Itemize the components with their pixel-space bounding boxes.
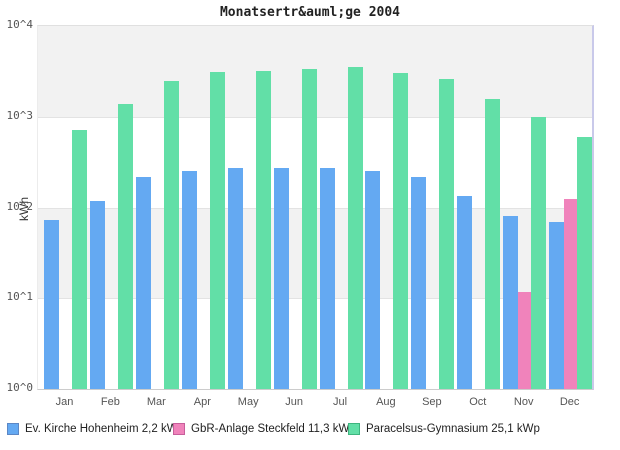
- y-tick-10^1: 10^1: [6, 290, 34, 304]
- bar-sep-series-2: [439, 78, 455, 389]
- bar-oct-series-0: [457, 196, 473, 389]
- x-tick-oct: Oct: [469, 396, 487, 408]
- legend-swatch-pink-icon: [173, 423, 185, 435]
- bar-dec-series-0: [549, 222, 565, 389]
- bar-nov-series-1: [518, 292, 532, 389]
- bar-aug-series-0: [365, 171, 381, 389]
- x-tick-sep: Sep: [422, 396, 442, 408]
- y-axis-ticks: 10^4 10^3 10^2 10^1 10^0: [0, 18, 34, 394]
- legend-label: GbR-Anlage Steckfeld 11,3 kWp: [191, 423, 356, 435]
- bar-apr-series-0: [181, 171, 197, 389]
- plot-area: [37, 25, 594, 390]
- y-tick-10^3: 10^3: [6, 108, 34, 122]
- bar-may-series-2: [255, 71, 271, 389]
- bar-jun-series-0: [273, 168, 289, 389]
- x-axis-ticks: Jan Feb Mar Apr May Jun Jul Aug Sep Oct Nov Dec: [37, 396, 591, 412]
- chart-title: Monatsertr&auml;ge 2004: [219, 5, 400, 20]
- bar-jan-series-2: [72, 129, 87, 389]
- legend-swatch-green-icon: [348, 423, 360, 435]
- x-tick-apr: Apr: [193, 396, 211, 408]
- bar-oct-series-2: [485, 99, 501, 389]
- bar-feb-series-2: [117, 104, 133, 389]
- legend-swatch-blue-icon: [7, 423, 19, 435]
- x-tick-jan: Jan: [55, 396, 74, 408]
- bar-dec-series-1: [564, 198, 578, 389]
- legend-item-gbr: GbR-Anlage Steckfeld 11,3 kWp: [173, 419, 356, 439]
- bar-apr-series-2: [209, 72, 225, 389]
- x-tick-aug: Aug: [376, 396, 396, 408]
- bar-nov-series-2: [531, 117, 547, 389]
- x-tick-mar: Mar: [146, 396, 166, 408]
- bar-jun-series-2: [301, 68, 317, 389]
- y-tick-10^4: 10^4: [6, 18, 34, 31]
- bar-aug-series-2: [393, 73, 409, 389]
- legend-item-gymnasium: Paracelsus-Gymnasium 25,1 kWp: [348, 419, 540, 439]
- bar-jul-series-2: [347, 67, 363, 389]
- bar-may-series-0: [227, 168, 243, 389]
- legend-label: Paracelsus-Gymnasium 25,1 kWp: [366, 423, 540, 435]
- legend: Ev. Kirche Hohenheim 2,2 kWp GbR-Anlage …: [0, 419, 620, 443]
- x-tick-nov: Nov: [513, 396, 534, 408]
- x-tick-jul: Jul: [332, 396, 348, 408]
- legend-label: Ev. Kirche Hohenheim 2,2 kWp: [25, 423, 184, 435]
- x-tick-jun: Jun: [285, 396, 303, 408]
- x-tick-dec: Dec: [559, 396, 580, 408]
- x-tick-may: May: [237, 396, 259, 408]
- bar-feb-series-0: [89, 201, 105, 389]
- x-tick-feb: Feb: [100, 396, 120, 408]
- bar-jul-series-0: [319, 167, 335, 389]
- bar-dec-series-2: [577, 136, 593, 389]
- y-tick-10^0: 10^0: [6, 381, 34, 394]
- y-tick-10^2: 10^2: [6, 199, 34, 213]
- bar-mar-series-2: [163, 80, 179, 389]
- bar-jan-series-0: [44, 219, 59, 389]
- bar-nov-series-0: [503, 216, 519, 389]
- bar-mar-series-0: [135, 177, 151, 389]
- legend-item-kirche: Ev. Kirche Hohenheim 2,2 kWp: [7, 419, 184, 439]
- bar-sep-series-0: [411, 177, 427, 389]
